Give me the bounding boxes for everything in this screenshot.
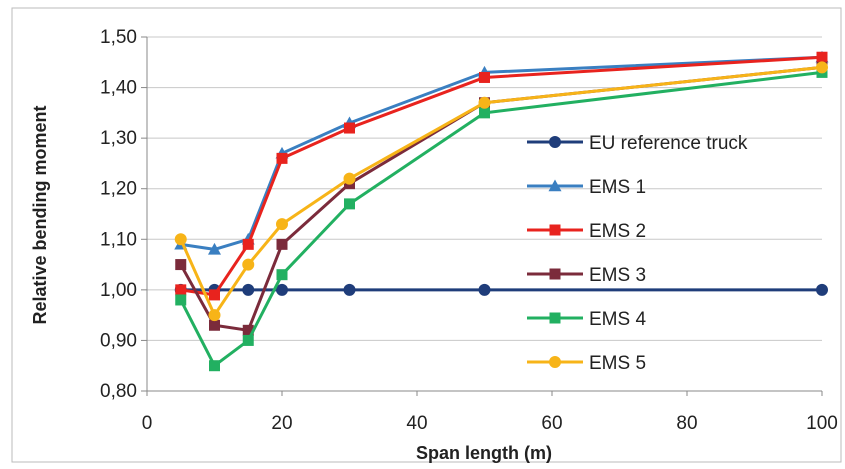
chart-frame bbox=[11, 7, 842, 463]
y-tick-label: 1,40 bbox=[100, 78, 137, 99]
y-tick-label: 0,80 bbox=[100, 381, 137, 402]
legend-label: EMS 3 bbox=[589, 265, 646, 286]
axes bbox=[141, 36, 823, 396]
data-point bbox=[242, 283, 255, 296]
y-tick-label: 1,10 bbox=[100, 229, 137, 250]
y-axis-title: Relative bending moment bbox=[30, 105, 50, 324]
legend-label: EMS 5 bbox=[589, 353, 646, 374]
legend-swatch-marker bbox=[549, 312, 561, 324]
legend-item: EMS 4 bbox=[527, 309, 646, 330]
data-point bbox=[242, 334, 254, 346]
data-point bbox=[242, 258, 255, 271]
data-point bbox=[209, 289, 220, 301]
data-point bbox=[479, 107, 490, 119]
legend-swatch-marker bbox=[549, 268, 561, 280]
data-point bbox=[478, 283, 491, 296]
y-tick-label: 1,30 bbox=[100, 128, 137, 149]
data-point bbox=[479, 71, 490, 83]
x-tick-label: 20 bbox=[271, 413, 292, 434]
data-point bbox=[276, 238, 288, 250]
data-point bbox=[242, 324, 254, 336]
data-point bbox=[208, 309, 221, 322]
legend-item: EMS 5 bbox=[527, 353, 646, 374]
data-point bbox=[175, 294, 187, 306]
data-point bbox=[209, 319, 220, 331]
legend-label: EMS 2 bbox=[589, 221, 646, 242]
y-tick-label: 1,00 bbox=[100, 280, 137, 301]
legend-label: EU reference truck bbox=[589, 133, 748, 154]
legend-swatch-marker bbox=[549, 224, 561, 236]
data-point bbox=[478, 96, 491, 109]
data-point bbox=[344, 198, 355, 210]
series-5 bbox=[174, 61, 828, 322]
data-point bbox=[174, 233, 187, 246]
x-tick-label: 80 bbox=[676, 413, 697, 434]
x-axis-title: Span length (m) bbox=[416, 443, 552, 463]
series-2 bbox=[175, 51, 828, 301]
legend-swatch-marker bbox=[548, 179, 562, 192]
x-tick-label: 100 bbox=[806, 413, 838, 434]
legend-item: EMS 3 bbox=[527, 265, 646, 286]
data-point bbox=[276, 269, 288, 281]
data-point bbox=[816, 283, 828, 296]
x-tick-label: 0 bbox=[142, 413, 153, 434]
data-point bbox=[175, 259, 187, 271]
data-point bbox=[344, 122, 355, 134]
data-point bbox=[242, 238, 254, 250]
y-tick-label: 0,90 bbox=[100, 330, 137, 351]
tick-labels: 0,80 0,90 1,00 1,10 1,20 1,30 1,40 1,50 0 20 40 60 8… bbox=[100, 27, 838, 434]
data-point bbox=[816, 61, 828, 74]
legend-swatch-marker bbox=[549, 356, 561, 368]
data-point bbox=[175, 284, 187, 296]
data-point bbox=[816, 51, 828, 63]
legend-item: EU reference truck bbox=[527, 133, 748, 154]
legend-label: EMS 1 bbox=[589, 177, 646, 198]
data-point bbox=[343, 283, 356, 296]
data-point bbox=[276, 218, 288, 231]
plot-series bbox=[174, 50, 829, 372]
y-tick-label: 1,20 bbox=[100, 179, 137, 200]
y-tick-label: 1,50 bbox=[100, 27, 137, 48]
x-tick-label: 40 bbox=[406, 413, 427, 434]
legend-item: EMS 1 bbox=[527, 177, 646, 198]
data-point bbox=[343, 172, 356, 185]
x-tick-label: 60 bbox=[541, 413, 562, 434]
data-point bbox=[209, 360, 220, 372]
legend: EU reference truck EMS 1 EMS 2 EMS 3 EMS 4 EM… bbox=[527, 133, 748, 374]
legend-swatch-marker bbox=[549, 136, 561, 148]
data-point bbox=[276, 283, 288, 296]
data-point bbox=[276, 152, 288, 164]
legend-label: EMS 4 bbox=[589, 309, 646, 330]
legend-item: EMS 2 bbox=[527, 221, 646, 242]
data-point bbox=[208, 242, 221, 255]
